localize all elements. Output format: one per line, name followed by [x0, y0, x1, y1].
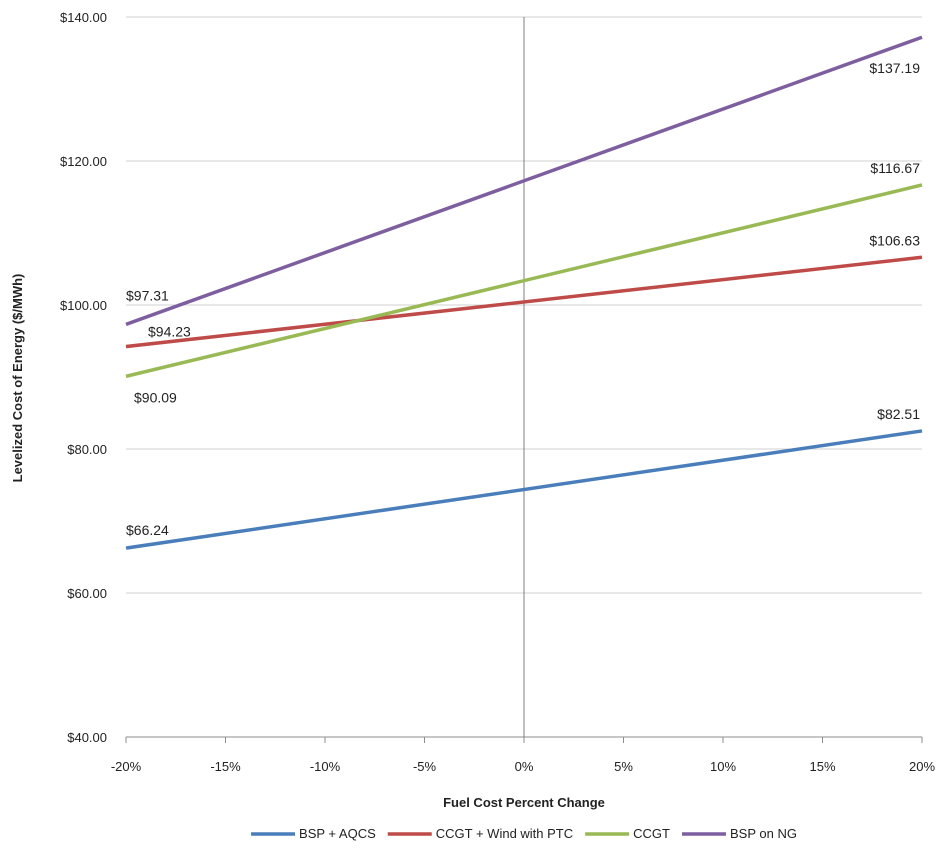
x-tick-label: -10%	[310, 759, 341, 774]
y-axis-title: Levelized Cost of Energy ($/MWh)	[10, 274, 25, 483]
data-label: $82.51	[877, 406, 920, 422]
x-tick-label: 20%	[909, 759, 935, 774]
y-tick-label: $60.00	[67, 586, 107, 601]
x-tick-label: -5%	[413, 759, 437, 774]
data-label: $97.31	[126, 287, 169, 303]
x-tick-label: 5%	[614, 759, 633, 774]
x-tick-label: -20%	[111, 759, 142, 774]
data-label: $90.09	[134, 389, 177, 405]
data-label: $94.23	[148, 324, 191, 340]
data-label: $106.63	[869, 232, 920, 248]
legend-item: CCGT	[585, 826, 670, 841]
x-tick-label: 0%	[515, 759, 534, 774]
legend: BSP + AQCS CCGT + Wind with PTC CCGT BSP on…	[251, 826, 797, 841]
legend-item: CCGT + Wind with PTC	[387, 826, 573, 841]
x-axis-ticks: -20% -15% -10% -5% 0% 5% 10% 15% 20%	[111, 737, 935, 774]
y-tick-label: $100.00	[60, 298, 107, 313]
series-line	[125, 429, 923, 550]
series-line	[125, 35, 923, 327]
y-tick-label: $140.00	[60, 10, 107, 25]
y-tick-label: $40.00	[67, 730, 107, 745]
series-lines	[125, 35, 923, 550]
x-tick-label: 15%	[809, 759, 835, 774]
x-axis-title: Fuel Cost Percent Change	[443, 795, 605, 810]
x-tick-label: 10%	[710, 759, 736, 774]
x-tick-label: -15%	[210, 759, 241, 774]
legend-label: CCGT	[633, 826, 670, 841]
legend-label: BSP on NG	[730, 826, 797, 841]
y-tick-label: $80.00	[67, 442, 107, 457]
legend-label: BSP + AQCS	[299, 826, 376, 841]
data-label: $137.19	[869, 60, 920, 76]
series-line	[125, 255, 923, 349]
legend-label: CCGT + Wind with PTC	[436, 826, 573, 841]
y-tick-label: $120.00	[60, 154, 107, 169]
legend-item: BSP on NG	[681, 826, 797, 841]
data-label: $66.24	[126, 522, 169, 538]
legend-item: BSP + AQCS	[251, 826, 376, 841]
data-label: $116.67	[870, 160, 920, 176]
y-axis-ticks: $40.00 $60.00 $80.00 $100.00 $120.00 $140.00	[60, 10, 107, 745]
series-line	[125, 183, 923, 379]
data-labels: $66.24 $82.51 $94.23 $106.63 $90.09 $116.67 $9…	[126, 60, 920, 538]
